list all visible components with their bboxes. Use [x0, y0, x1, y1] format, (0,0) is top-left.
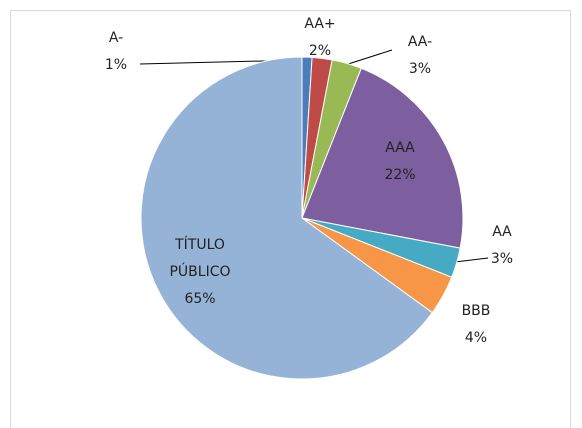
slice-category-label: BBB [462, 303, 491, 319]
slice-value-label: 3% [491, 251, 513, 267]
leader-line [454, 257, 489, 263]
slice-category-label: AA [492, 224, 512, 240]
slice-value-label: 65% [184, 291, 215, 307]
slice-value-label: 4% [465, 330, 487, 346]
slice-category-label: AAA [385, 140, 415, 156]
slice-value-label: 2% [309, 43, 331, 59]
slice-category-label: TÍTULO PÚBLICO [169, 236, 230, 280]
leader-line [341, 49, 393, 67]
slice-value-label: 1% [105, 57, 127, 73]
pie-slice [301, 67, 464, 249]
slice-category-label: A- [109, 30, 123, 46]
slice-category-label: AA+ [304, 16, 335, 32]
pie-slice [140, 56, 433, 380]
slice-value-label: 3% [409, 61, 431, 77]
slice-category-label: AA- [408, 34, 432, 50]
slice-value-label: 22% [384, 167, 415, 183]
